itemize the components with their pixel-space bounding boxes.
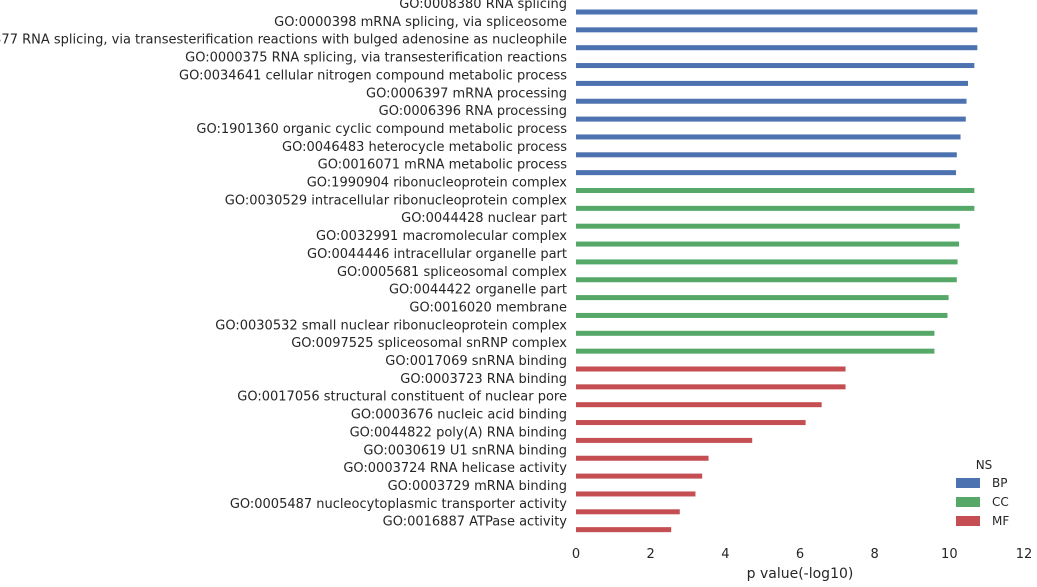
term-label: GO:0016887 ATPase activity	[383, 515, 568, 530]
bar	[576, 509, 680, 515]
term-label: GO:0044822 poly(A) RNA binding	[350, 425, 567, 440]
bar	[576, 259, 958, 265]
legend: NS BP CC MF	[956, 458, 1009, 528]
legend-label: CC	[992, 495, 1009, 509]
bar	[576, 170, 957, 176]
term-label: GO:0046483 heterocycle metabolic process	[282, 140, 567, 155]
x-tick-label: 2	[647, 547, 655, 562]
term-label: GO:0000398 mRNA splicing, via spliceosom…	[274, 15, 567, 30]
bar	[576, 116, 966, 122]
x-axis-title: p value(-log10)	[747, 566, 854, 582]
term-labels-layer: GO:0008380 RNA splicing GO:0000398 mRNA s…	[0, 0, 567, 530]
term-label: GO:0006396 RNA processing	[379, 104, 567, 119]
x-axis: 0 2 4 6 8 10 12	[572, 547, 1032, 562]
bar	[576, 45, 978, 51]
term-label: GO:0003724 RNA helicase activity	[343, 461, 567, 476]
term-label: GO:0017069 snRNA binding	[385, 354, 567, 369]
bars-layer	[576, 9, 978, 533]
term-label: GO:1901360 organic cyclic compound metab…	[196, 122, 567, 137]
bar	[576, 295, 949, 301]
bar	[576, 98, 967, 104]
legend-swatch	[956, 478, 980, 488]
term-label: GO:0000377 RNA splicing, via transesteri…	[0, 33, 567, 48]
term-label: GO:0030619 U1 snRNA binding	[363, 443, 567, 458]
legend-label: MF	[992, 514, 1009, 528]
term-label: GO:0097525 spliceosomal snRNP complex	[291, 336, 567, 351]
term-label: GO:0044422 organelle part	[389, 283, 567, 298]
bar	[576, 437, 753, 443]
bar	[576, 330, 935, 336]
bar	[576, 241, 960, 247]
bar	[576, 348, 935, 354]
x-tick-label: 8	[871, 547, 879, 562]
term-label: GO:0005487 nucleocytoplasmic transporter…	[230, 497, 567, 512]
x-tick-label: 4	[721, 547, 729, 562]
bar	[576, 63, 975, 69]
term-label: GO:0008380 RNA splicing	[399, 0, 567, 12]
term-label: GO:0003676 nucleic acid binding	[351, 408, 567, 423]
bar	[576, 402, 822, 408]
x-tick-label: 6	[796, 547, 804, 562]
term-label: GO:0003729 mRNA binding	[388, 479, 567, 494]
term-label: GO:0016020 membrane	[409, 300, 567, 315]
legend-title: NS	[976, 458, 993, 472]
bar	[576, 527, 672, 533]
bar	[576, 9, 978, 15]
term-label: GO:0006397 mRNA processing	[366, 86, 567, 101]
term-label: GO:0005681 spliceosomal complex	[337, 265, 567, 280]
legend-swatch	[956, 516, 980, 526]
term-label: GO:0030532 small nuclear ribonucleoprote…	[215, 318, 567, 333]
bar	[576, 134, 961, 140]
bar	[576, 455, 709, 461]
bar	[576, 152, 957, 158]
bar	[576, 473, 703, 479]
term-label: GO:0044428 nuclear part	[401, 211, 567, 226]
term-label: GO:0016071 mRNA metabolic process	[318, 158, 568, 173]
bar	[576, 205, 975, 211]
bar	[576, 277, 957, 283]
term-label: GO:0017056 structural constituent of nuc…	[237, 390, 567, 405]
term-label: GO:0032991 macromolecular complex	[316, 229, 567, 244]
legend-label: BP	[992, 476, 1007, 490]
bar	[576, 223, 960, 229]
bar	[576, 312, 948, 318]
legend-swatch	[956, 497, 980, 507]
term-label: GO:0000375 RNA splicing, via transesteri…	[185, 51, 567, 66]
x-tick-label: 12	[1016, 547, 1033, 562]
bar	[576, 80, 968, 86]
bar	[576, 384, 846, 390]
bar	[576, 27, 978, 33]
term-label: GO:0030529 intracellular ribonucleoprote…	[225, 193, 568, 208]
term-label: GO:0044446 intracellular organelle part	[307, 247, 567, 262]
bar	[576, 420, 806, 426]
bar	[576, 366, 846, 372]
term-label: GO:0034641 cellular nitrogen compound me…	[179, 68, 567, 83]
bar	[576, 491, 696, 497]
bar	[576, 188, 975, 193]
term-label: GO:1990904 ribonucleoprotein complex	[307, 176, 568, 191]
x-tick-label: 10	[941, 547, 958, 562]
term-label: GO:0003723 RNA binding	[400, 372, 567, 387]
x-tick-label: 0	[572, 547, 580, 562]
